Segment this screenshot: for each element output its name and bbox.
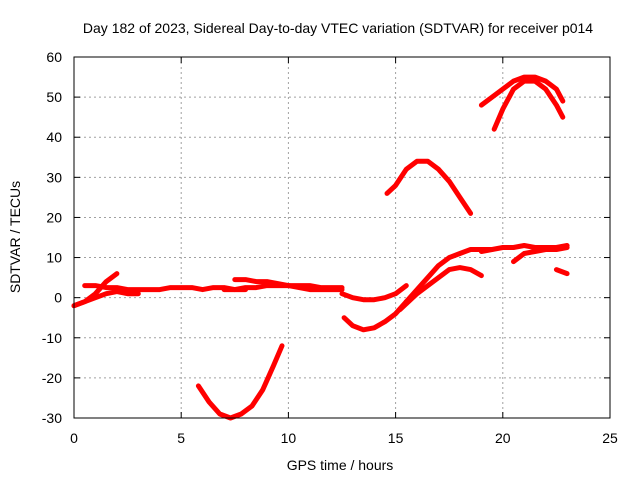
y-tick-label: 60: [46, 49, 62, 65]
x-tick-label: 5: [177, 430, 185, 446]
y-axis-label: SDTVAR / TECUs: [7, 181, 23, 293]
y-tick-label: 0: [54, 290, 62, 306]
data-series: [71, 74, 570, 421]
y-tick-label: -10: [42, 330, 62, 346]
chart-title: Day 182 of 2023, Sidereal Day-to-day VTE…: [83, 20, 593, 36]
series-line-track-i: [403, 247, 495, 305]
series-line-track-n: [384, 158, 474, 216]
grid-lines: [74, 57, 610, 418]
x-tick-label: 10: [281, 430, 297, 446]
series-line-track-m: [553, 267, 570, 277]
series-line-track-j: [397, 265, 484, 313]
series-line-track-o: [478, 74, 566, 108]
series-line-track-b: [82, 283, 248, 293]
y-tick-label: 40: [46, 129, 62, 145]
series-line-track-f: [339, 283, 409, 303]
y-tick-label: 10: [46, 250, 62, 266]
x-tick-label: 25: [602, 430, 618, 446]
series-line-track-p: [491, 78, 566, 132]
y-tick-label: -30: [42, 410, 62, 426]
series-line-track-h: [341, 299, 409, 333]
plot-frame: [73, 56, 611, 419]
x-tick-label: 15: [388, 430, 404, 446]
x-tick-label: 0: [70, 430, 78, 446]
y-tick-label: 50: [46, 89, 62, 105]
series-line-track-g: [195, 343, 285, 421]
axis-ticks: 0 5 10 15 20 25 -30 -20 -10 0 10 20 30 40 50 60: [42, 49, 618, 446]
series-line-track-e: [221, 283, 345, 293]
x-axis-label: GPS time / hours: [287, 457, 394, 473]
y-tick-label: 20: [46, 209, 62, 225]
series-line-track-l: [511, 245, 570, 265]
y-tick-label: -20: [42, 370, 62, 386]
series-line-track-c: [71, 289, 141, 309]
y-tick-label: 30: [46, 169, 62, 185]
x-tick-label: 20: [495, 430, 511, 446]
